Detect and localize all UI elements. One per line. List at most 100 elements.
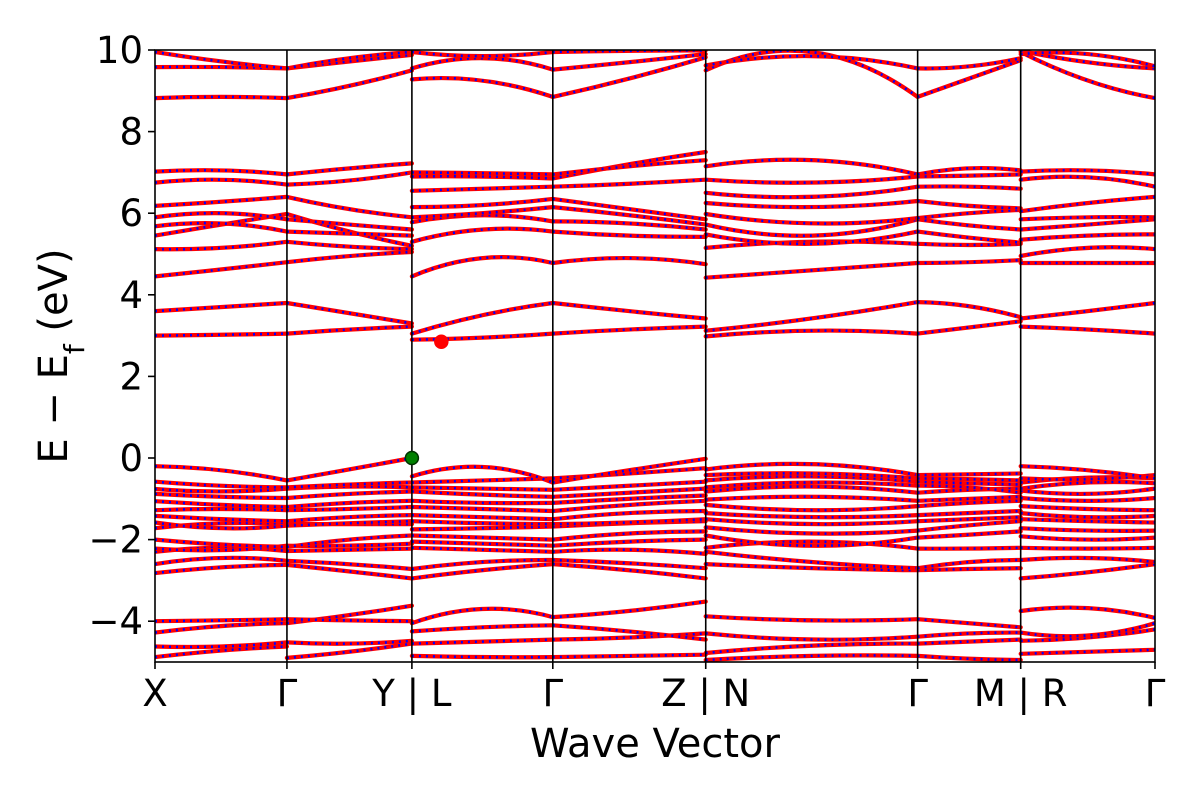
- band-blue-s5-b1: [917, 638, 1021, 645]
- band-blue-s2-b24: [411, 197, 553, 209]
- band-blue-s4-b13: [705, 485, 918, 494]
- band-blue-s6-b3: [1020, 606, 1155, 620]
- band-red-s1-b30: [284, 50, 414, 71]
- band-blue-s0-b23: [155, 221, 288, 233]
- band-blue-s4-b24: [705, 212, 918, 225]
- band-red-s1-b14: [284, 489, 414, 501]
- band-red-s1-b28: [284, 68, 414, 101]
- x-axis-label: Wave Vector: [530, 721, 781, 767]
- band-red-s6-b7: [1018, 534, 1155, 542]
- y-axis-label: E − Ef (eV): [31, 248, 91, 463]
- band-red-s2-b19: [409, 300, 555, 336]
- x-tick-label-1: Γ: [277, 672, 298, 715]
- band-blue-s5-b5: [917, 558, 1021, 570]
- band-blue-s0-b13: [155, 499, 287, 509]
- band-red-s6-b24: [1018, 214, 1155, 222]
- band-blue-s0-b29: [155, 65, 287, 70]
- band-blue-s4-b7: [705, 534, 918, 548]
- band-red-s6-b10: [1018, 511, 1155, 520]
- band-red-s2-b20: [409, 255, 555, 279]
- band-blue-s0-b25: [155, 195, 288, 208]
- band-blue-s5-b8: [917, 519, 1021, 532]
- band-blue-s4-b8: [705, 526, 918, 535]
- band-blue-s4-b3: [705, 615, 918, 622]
- band-blue-s5-b0: [917, 654, 1021, 662]
- band-blue-s5-b11: [917, 499, 1021, 508]
- band-blue-s2-b18: [411, 332, 553, 341]
- band-red-s1-b23: [284, 229, 414, 238]
- band-red-s3-b12: [550, 498, 708, 514]
- y-tick-label-1: −2: [88, 519, 143, 562]
- band-blue-s2-b15: [411, 486, 553, 492]
- band-blue-s3-b28: [552, 56, 707, 99]
- band-red-s1-b11: [284, 513, 414, 524]
- band-red-s6-b12: [1018, 495, 1155, 503]
- band-red-s1-b1: [284, 638, 414, 646]
- band-blue-s4-b15: [705, 475, 918, 483]
- band-red-s3-b25: [550, 177, 708, 189]
- band-blue-s0-b4: [155, 563, 287, 575]
- band-red-s3-b11: [550, 508, 708, 522]
- band-blue-s2-b5: [411, 558, 553, 571]
- band-blue-s5-b26: [917, 185, 1021, 190]
- plot-frame: [154, 49, 1156, 663]
- band-blue-s5-b14: [917, 484, 1021, 494]
- band-blue-s4-b1: [705, 642, 918, 655]
- band-red-s1-b25: [284, 194, 414, 220]
- band-blue-s4-b28: [705, 158, 918, 176]
- band-blue-s3-b17: [552, 457, 706, 484]
- cbm-marker: [434, 334, 449, 349]
- band-red-s6-b22: [1018, 232, 1155, 242]
- band-blue-s2-b13: [411, 499, 553, 505]
- band-blue-s6-b7: [1020, 535, 1155, 541]
- band-blue-s5-b21: [917, 242, 1021, 247]
- band-blue-s1-b19: [286, 301, 413, 325]
- band-blue-s5-b15: [917, 480, 1021, 486]
- band-blue-s5-b7: [917, 530, 1021, 539]
- band-blue-s2-b20: [411, 255, 554, 278]
- band-red-s3-b18: [550, 324, 708, 336]
- band-blue-s0-b21: [155, 240, 288, 251]
- band-blue-s4-b12: [705, 495, 918, 503]
- band-red-s1-b24: [284, 217, 414, 232]
- band-blue-s5-b18: [917, 320, 1021, 335]
- band-blue-s2-b17: [411, 465, 554, 484]
- band-blue-s4-b0: [705, 654, 918, 662]
- band-red-s0-b17: [155, 464, 289, 483]
- band-blue-s5-b23: [917, 218, 1021, 231]
- band-blue-s0-b24: [155, 211, 288, 221]
- band-blue-s1-b30: [286, 50, 412, 70]
- y-tick-label-4: 4: [119, 274, 143, 317]
- band-blue-s4-b10: [705, 511, 918, 519]
- band-red-s3-b29: [550, 52, 708, 72]
- x-tick-label-7: Γ: [1145, 672, 1166, 715]
- band-red-s3-b1: [550, 631, 708, 642]
- x-tick-label-4: Z | N: [661, 672, 750, 715]
- band-blue-s4-b23: [705, 218, 918, 238]
- bands-layer: [155, 50, 1155, 662]
- band-blue-s6-b1: [1020, 628, 1155, 643]
- y-tick-label-7: 10: [96, 29, 143, 72]
- band-blue-s2-b4: [411, 562, 553, 580]
- band-blue-s2-b27: [411, 171, 553, 176]
- band-blue-s6-b23: [1020, 218, 1155, 231]
- band-blue-s5-b12: [917, 495, 1021, 503]
- y-axis-label-unit: (eV): [31, 248, 77, 344]
- band-red-s1-b20: [284, 249, 414, 265]
- band-red-s6-b26: [1018, 174, 1155, 189]
- band-red-s1-b12: [284, 504, 414, 513]
- band-red-s6-b27: [1018, 168, 1155, 177]
- band-red-s3-b7: [550, 537, 708, 548]
- band-blue-s0-b12: [155, 507, 287, 512]
- band-red-s3-b16: [550, 466, 708, 481]
- band-blue-s6-b17: [1020, 464, 1155, 480]
- band-blue-s2-b28: [411, 76, 554, 99]
- band-blue-s5-b28: [917, 166, 1021, 176]
- band-blue-s5-b13: [917, 487, 1021, 494]
- band-blue-s1-b28: [286, 69, 413, 100]
- band-red-s1-b8: [284, 533, 414, 549]
- band-blue-s0-b20: [155, 260, 288, 278]
- x-tick-label-2: Y | L: [371, 672, 452, 715]
- band-red-s6-b14: [1018, 479, 1155, 491]
